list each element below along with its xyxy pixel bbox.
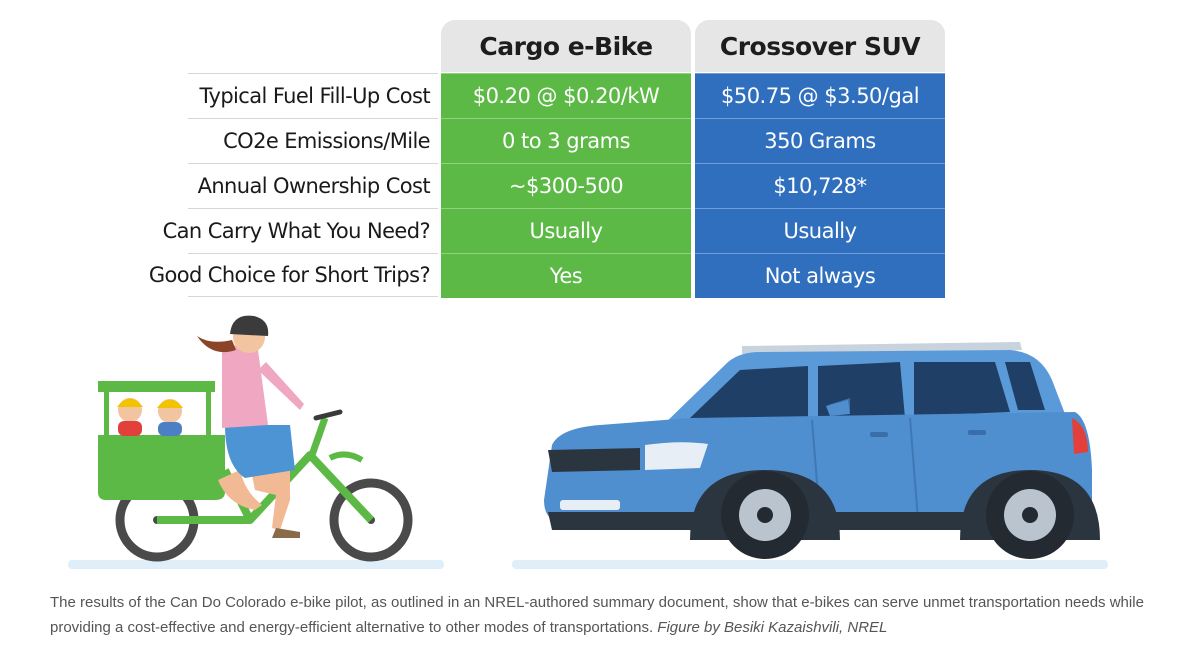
table-row: Can Carry What You Need? Usually Usually xyxy=(163,208,945,253)
caption-text: The results of the Can Do Colorado e-bik… xyxy=(50,594,1144,636)
cargo-ebike-icon xyxy=(98,315,413,562)
suv-cell: $50.75 @ $3.50/gal xyxy=(695,73,945,118)
bike-cell: 0 to 3 grams xyxy=(441,118,691,163)
suv-cell: 350 Grams xyxy=(695,118,945,163)
bike-cell: $0.20 @ $0.20/kW xyxy=(441,73,691,118)
suv-cell: $10,728* xyxy=(695,163,945,208)
illustration xyxy=(68,315,1108,569)
figure-caption: The results of the Can Do Colorado e-bik… xyxy=(50,590,1160,640)
column-header-cargo-ebike: Cargo e-Bike xyxy=(441,20,691,72)
suv-cell: Usually xyxy=(695,208,945,253)
row-label: Can Carry What You Need? xyxy=(163,208,438,252)
row-label: CO2e Emissions/Mile xyxy=(188,118,438,162)
bike-cell: ~$300-500 xyxy=(441,163,691,208)
column-header-crossover-suv: Crossover SUV xyxy=(695,20,945,72)
row-label: Annual Ownership Cost xyxy=(188,163,438,207)
table-row: Typical Fuel Fill-Up Cost $0.20 @ $0.20/… xyxy=(188,73,945,118)
table-row: Annual Ownership Cost ~$300-500 $10,728* xyxy=(188,163,945,208)
table-row: CO2e Emissions/Mile 0 to 3 grams 350 Gra… xyxy=(188,118,945,163)
row-label: Typical Fuel Fill-Up Cost xyxy=(188,73,438,117)
table-row: Good Choice for Short Trips? Yes Not alw… xyxy=(149,253,945,298)
suv-cell: Not always xyxy=(695,253,945,298)
crossover-suv-icon xyxy=(544,342,1100,559)
bike-cell: Usually xyxy=(441,208,691,253)
bike-cell: Yes xyxy=(441,253,691,298)
row-label: Good Choice for Short Trips? xyxy=(149,253,438,297)
caption-credit: Figure by Besiki Kazaishvili, NREL xyxy=(657,619,888,636)
